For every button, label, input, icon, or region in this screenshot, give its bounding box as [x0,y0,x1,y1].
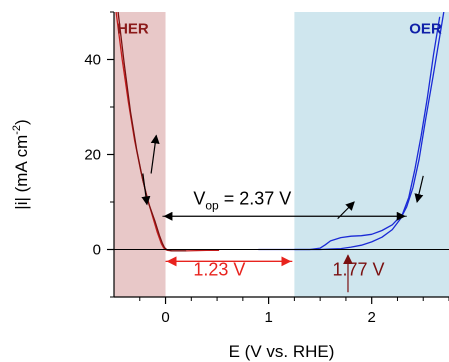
scan-arrow-oer-down [414,175,424,203]
y-tick-label: 0 [93,242,101,259]
scan-arrow-her-up [150,134,160,174]
vop-annotation: Vop = 2.37 V [193,188,291,212]
series-layer [115,12,445,252]
scan-arrow-her-down [141,173,151,206]
vop-prefix: V [193,188,205,208]
y-axis-title-main: |i| (mA cm [12,135,31,210]
y-tick-label: 20 [84,147,101,164]
label-1-23v: 1.23 V [193,260,245,280]
region-oer [294,12,449,297]
x-tick-label: 2 [368,309,376,326]
scan-arrow-oer-mid [337,201,355,220]
y-axis-title-exponent: -2 [11,125,23,135]
y-axis-title-end: ) [12,119,31,125]
x-tick-label: 0 [161,309,169,326]
x-tick-label: 1 [264,309,272,326]
vop-subscript: op [205,198,219,212]
y-axis-title: |i| (mA cm-2) [11,119,31,209]
x-axis-title: E (V vs. RHE) [229,342,335,361]
annotations-layer [141,134,424,293]
y-tick-label: 40 [84,52,101,69]
her-label: HER [117,20,149,37]
vop-suffix: = 2.37 V [219,188,292,208]
regions-layer [114,12,449,297]
label-1-77v: 1.77 V [333,260,385,280]
oer-label: OER [409,20,442,37]
series-line-3 [258,16,441,251]
